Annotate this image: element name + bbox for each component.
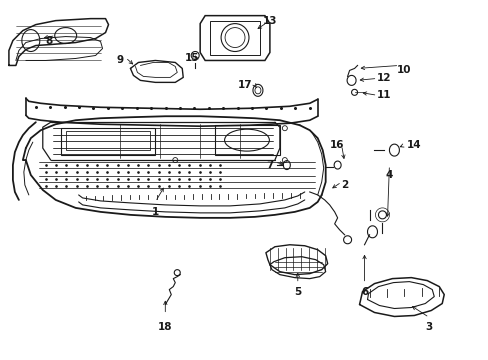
Text: 8: 8 [45, 36, 52, 46]
Text: 4: 4 [385, 170, 392, 180]
Text: 12: 12 [376, 73, 391, 84]
Text: 7: 7 [265, 160, 273, 170]
Text: 10: 10 [396, 66, 411, 76]
Text: 15: 15 [184, 54, 199, 63]
Text: 16: 16 [329, 140, 343, 150]
Text: 17: 17 [237, 80, 252, 90]
Text: 14: 14 [406, 140, 421, 150]
Text: 2: 2 [340, 180, 347, 190]
Text: 18: 18 [158, 323, 172, 332]
Text: 5: 5 [294, 287, 301, 297]
Text: 9: 9 [117, 55, 124, 66]
Text: 1: 1 [151, 207, 159, 217]
Text: 6: 6 [360, 287, 367, 297]
Text: 13: 13 [262, 15, 277, 26]
Text: 3: 3 [425, 323, 432, 332]
Text: 11: 11 [376, 90, 391, 100]
